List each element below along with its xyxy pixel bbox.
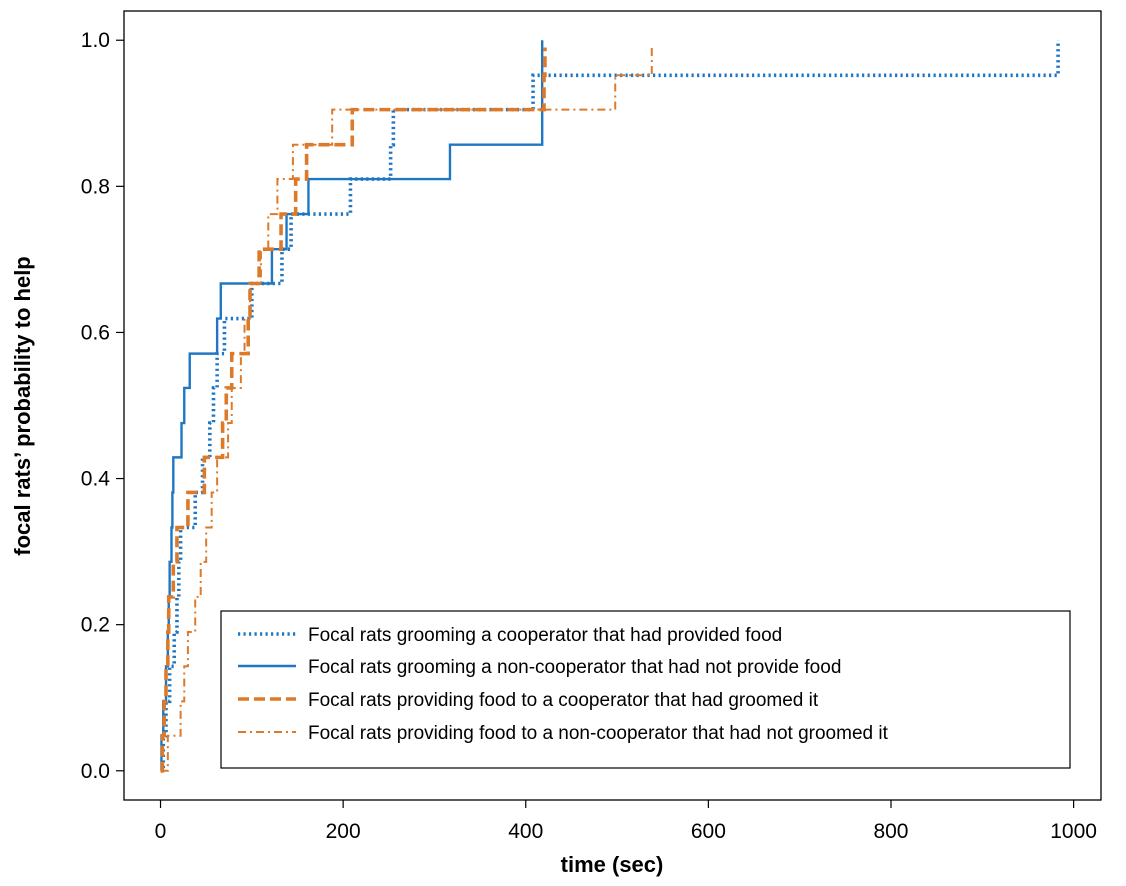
x-axis-label: time (sec) xyxy=(561,852,664,877)
y-tick-label: 0.0 xyxy=(81,760,110,783)
y-tick-label: 0.2 xyxy=(81,614,110,637)
y-axis-ticks: 0.0 0.2 0.4 0.6 0.8 1.0 xyxy=(81,29,124,783)
legend-entry-1: Focal rats grooming a cooperator that ha… xyxy=(308,625,782,646)
legend: Focal rats grooming a cooperator that ha… xyxy=(220,610,1071,769)
x-tick-label: 1000 xyxy=(1050,820,1097,843)
y-axis-label: focal rats’ probability to help xyxy=(10,256,35,556)
x-tick-label: 200 xyxy=(326,820,361,843)
series-line-2 xyxy=(160,40,544,772)
x-tick-label: 0 xyxy=(155,820,167,843)
x-tick-label: 600 xyxy=(691,820,726,843)
y-tick-label: 0.4 xyxy=(81,468,111,491)
x-axis-ticks: 0 200 400 600 800 1000 xyxy=(155,800,1097,843)
legend-entry-3: Focal rats providing food to a cooperato… xyxy=(308,690,819,711)
plot-lines xyxy=(160,40,1060,773)
series-line-3 xyxy=(160,47,547,773)
series-line-4 xyxy=(160,47,653,772)
y-tick-label: 1.0 xyxy=(81,29,110,52)
x-tick-label: 400 xyxy=(508,820,543,843)
legend-entry-2: Focal rats grooming a non-cooperator tha… xyxy=(308,657,841,678)
plot-frame xyxy=(123,10,1102,801)
y-tick-label: 0.6 xyxy=(81,321,110,344)
y-tick-label: 0.8 xyxy=(81,175,110,198)
x-tick-label: 800 xyxy=(873,820,908,843)
legend-box xyxy=(220,610,1071,769)
legend-entry-4: Focal rats providing food to a non-coope… xyxy=(308,723,889,744)
